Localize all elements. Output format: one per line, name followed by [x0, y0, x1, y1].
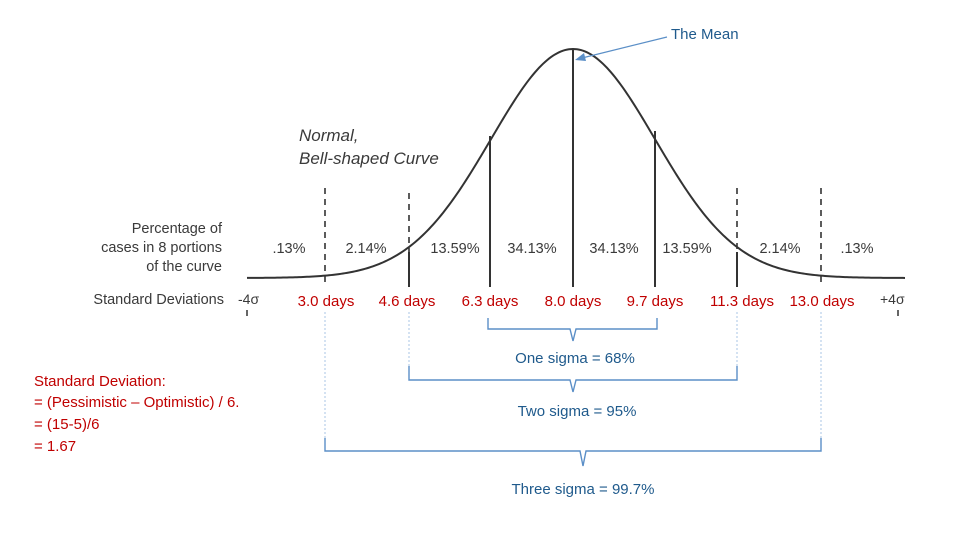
day-label-13-0: 13.0 days: [789, 293, 854, 310]
day-labels: 3.0 days 4.6 days 6.3 days 8.0 days 9.7 …: [298, 293, 855, 310]
segment-percent-2: 2.14%: [345, 241, 386, 257]
formula-line-1: Standard Deviation:: [34, 373, 166, 390]
one-sigma-bracket: [487, 318, 658, 342]
mean-arrow-head: [575, 53, 586, 61]
segment-percent-3: 13.59%: [430, 241, 479, 257]
day-label-4-6: 4.6 days: [379, 293, 436, 310]
minus-four-sigma-label: -4σ: [238, 291, 259, 307]
mean-arrow: [575, 36, 668, 61]
segment-percentages: .13% 2.14% 13.59% 34.13% 34.13% 13.59% 2…: [272, 241, 873, 257]
day-label-6-3: 6.3 days: [462, 293, 519, 310]
segment-percent-6: 13.59%: [662, 241, 711, 257]
percentage-label-line-3: of the curve: [146, 259, 222, 275]
solid-sigma-lines: [408, 49, 738, 287]
segment-percent-4: 34.13%: [507, 241, 556, 257]
curve-title-line-2: Bell-shaped Curve: [299, 149, 439, 168]
three-sigma-label: Three sigma = 99.7%: [512, 481, 655, 498]
segment-percent-5: 34.13%: [589, 241, 638, 257]
axis-end-ticks: [246, 310, 899, 316]
formula-line-2: = (Pessimistic – Optimistic) / 6.: [34, 394, 239, 411]
segment-percent-1: .13%: [272, 241, 305, 257]
guide-lines: [324, 312, 822, 438]
percentage-label-line-2: cases in 8 portions: [101, 240, 222, 256]
day-label-3-0: 3.0 days: [298, 293, 355, 310]
day-label-8-0: 8.0 days: [545, 293, 602, 310]
segment-percent-7: 2.14%: [759, 241, 800, 257]
two-sigma-label: Two sigma = 95%: [518, 403, 637, 420]
bell-curve: [246, 47, 906, 279]
segment-percent-8: .13%: [840, 241, 873, 257]
one-sigma-label: One sigma = 68%: [515, 350, 635, 367]
formula-line-4: = 1.67: [34, 438, 76, 455]
dashed-sigma-lines: [324, 188, 822, 287]
two-sigma-bracket: [408, 366, 738, 393]
three-sigma-bracket: [324, 438, 822, 467]
std-dev-formula: Standard Deviation: = (Pessimistic – Opt…: [34, 373, 239, 455]
mean-label: The Mean: [671, 26, 739, 43]
mean-arrow-shaft: [581, 36, 668, 59]
plus-four-sigma-label: +4σ: [880, 291, 905, 307]
formula-line-3: = (15-5)/6: [34, 416, 99, 433]
std-dev-axis-label: Standard Deviations: [93, 292, 224, 308]
sigma-brackets: [324, 318, 822, 467]
day-label-9-7: 9.7 days: [627, 293, 684, 310]
percentage-label-line-1: Percentage of: [132, 221, 223, 237]
day-label-11-3: 11.3 days: [710, 293, 774, 310]
curve-title-line-1: Normal,: [299, 126, 359, 145]
